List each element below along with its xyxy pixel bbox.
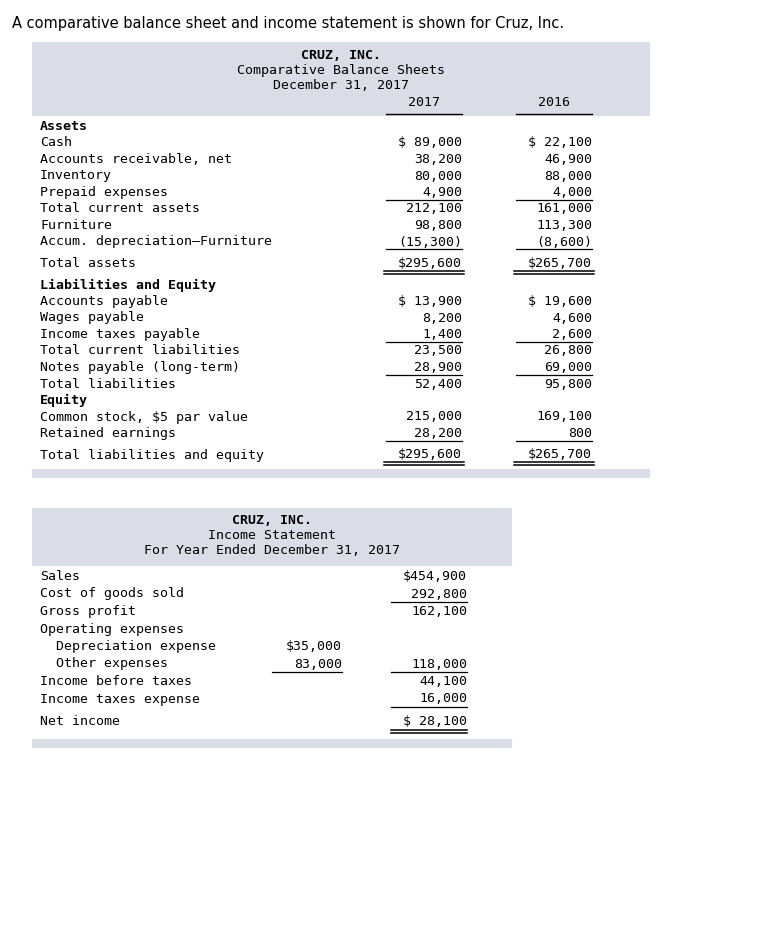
Text: (15,300): (15,300) bbox=[398, 236, 462, 248]
Text: 52,400: 52,400 bbox=[414, 378, 462, 390]
Text: Inventory: Inventory bbox=[40, 169, 112, 182]
Text: December 31, 2017: December 31, 2017 bbox=[273, 79, 409, 92]
Text: 212,100: 212,100 bbox=[406, 202, 462, 215]
Text: 2017: 2017 bbox=[408, 96, 440, 109]
Text: Total liabilities: Total liabilities bbox=[40, 378, 176, 390]
Text: 2016: 2016 bbox=[538, 96, 570, 109]
Text: 1,400: 1,400 bbox=[422, 328, 462, 341]
Text: 98,800: 98,800 bbox=[414, 219, 462, 232]
Bar bbox=[32, 739, 512, 747]
Text: Accounts receivable, net: Accounts receivable, net bbox=[40, 153, 232, 166]
Text: 169,100: 169,100 bbox=[536, 411, 592, 424]
Text: A comparative balance sheet and income statement is shown for Cruz, Inc.: A comparative balance sheet and income s… bbox=[12, 16, 564, 31]
Text: Comparative Balance Sheets: Comparative Balance Sheets bbox=[237, 64, 445, 77]
Text: 215,000: 215,000 bbox=[406, 411, 462, 424]
Text: 46,900: 46,900 bbox=[544, 153, 592, 166]
Text: 23,500: 23,500 bbox=[414, 344, 462, 357]
Text: Income Statement: Income Statement bbox=[208, 529, 336, 542]
Text: CRUZ, INC.: CRUZ, INC. bbox=[301, 49, 381, 62]
Text: Wages payable: Wages payable bbox=[40, 311, 144, 324]
Text: 2,600: 2,600 bbox=[552, 328, 592, 341]
Text: 161,000: 161,000 bbox=[536, 202, 592, 215]
Text: Liabilities and Equity: Liabilities and Equity bbox=[40, 278, 216, 291]
Text: $35,000: $35,000 bbox=[286, 640, 342, 653]
Text: Furniture: Furniture bbox=[40, 219, 112, 232]
Text: 118,000: 118,000 bbox=[411, 657, 467, 670]
Text: Income before taxes: Income before taxes bbox=[40, 675, 192, 688]
Text: 4,900: 4,900 bbox=[422, 186, 462, 199]
Text: $ 19,600: $ 19,600 bbox=[528, 295, 592, 308]
Text: Total current liabilities: Total current liabilities bbox=[40, 344, 240, 357]
Text: Accounts payable: Accounts payable bbox=[40, 295, 168, 308]
Text: 95,800: 95,800 bbox=[544, 378, 592, 390]
Text: Assets: Assets bbox=[40, 120, 88, 133]
Text: Total liabilities and equity: Total liabilities and equity bbox=[40, 448, 264, 462]
Text: Income taxes payable: Income taxes payable bbox=[40, 328, 200, 341]
Bar bbox=[32, 42, 650, 116]
Text: 88,000: 88,000 bbox=[544, 169, 592, 182]
Text: 113,300: 113,300 bbox=[536, 219, 592, 232]
Text: $265,700: $265,700 bbox=[528, 257, 592, 270]
Text: $ 13,900: $ 13,900 bbox=[398, 295, 462, 308]
Text: $ 89,000: $ 89,000 bbox=[398, 136, 462, 149]
Text: Accum. depreciation–Furniture: Accum. depreciation–Furniture bbox=[40, 236, 272, 248]
Text: Net income: Net income bbox=[40, 715, 120, 728]
Text: $454,900: $454,900 bbox=[403, 570, 467, 583]
Text: 4,000: 4,000 bbox=[552, 186, 592, 199]
Text: 28,200: 28,200 bbox=[414, 427, 462, 440]
Text: $ 22,100: $ 22,100 bbox=[528, 136, 592, 149]
Text: For Year Ended December 31, 2017: For Year Ended December 31, 2017 bbox=[144, 544, 400, 557]
Text: Prepaid expenses: Prepaid expenses bbox=[40, 186, 168, 199]
Text: Depreciation expense: Depreciation expense bbox=[40, 640, 216, 653]
Text: $ 28,100: $ 28,100 bbox=[403, 715, 467, 728]
Text: Notes payable (long-term): Notes payable (long-term) bbox=[40, 361, 240, 374]
Text: Common stock, $5 par value: Common stock, $5 par value bbox=[40, 411, 248, 424]
Text: Sales: Sales bbox=[40, 570, 80, 583]
Text: 162,100: 162,100 bbox=[411, 605, 467, 618]
Text: 800: 800 bbox=[568, 427, 592, 440]
Text: 8,200: 8,200 bbox=[422, 311, 462, 324]
Text: Cash: Cash bbox=[40, 136, 72, 149]
Text: 292,800: 292,800 bbox=[411, 588, 467, 601]
Text: 4,600: 4,600 bbox=[552, 311, 592, 324]
Text: 44,100: 44,100 bbox=[419, 675, 467, 688]
Bar bbox=[32, 469, 650, 478]
Text: Total assets: Total assets bbox=[40, 257, 136, 270]
Text: Gross profit: Gross profit bbox=[40, 605, 136, 618]
Text: 16,000: 16,000 bbox=[419, 693, 467, 706]
Text: Total current assets: Total current assets bbox=[40, 202, 200, 215]
Text: Equity: Equity bbox=[40, 394, 88, 407]
Text: Operating expenses: Operating expenses bbox=[40, 622, 184, 635]
Bar bbox=[32, 566, 512, 739]
Text: Retained earnings: Retained earnings bbox=[40, 427, 176, 440]
Text: $265,700: $265,700 bbox=[528, 448, 592, 462]
Text: 80,000: 80,000 bbox=[414, 169, 462, 182]
Text: Other expenses: Other expenses bbox=[40, 657, 168, 670]
Text: 83,000: 83,000 bbox=[294, 657, 342, 670]
Bar bbox=[32, 116, 650, 469]
Text: 38,200: 38,200 bbox=[414, 153, 462, 166]
Text: (8,600): (8,600) bbox=[536, 236, 592, 248]
Text: Cost of goods sold: Cost of goods sold bbox=[40, 588, 184, 601]
Text: 26,800: 26,800 bbox=[544, 344, 592, 357]
Text: Income taxes expense: Income taxes expense bbox=[40, 693, 200, 706]
Bar bbox=[32, 508, 512, 566]
Text: 28,900: 28,900 bbox=[414, 361, 462, 374]
Text: $295,600: $295,600 bbox=[398, 257, 462, 270]
Text: 69,000: 69,000 bbox=[544, 361, 592, 374]
Text: $295,600: $295,600 bbox=[398, 448, 462, 462]
Text: CRUZ, INC.: CRUZ, INC. bbox=[232, 514, 312, 527]
